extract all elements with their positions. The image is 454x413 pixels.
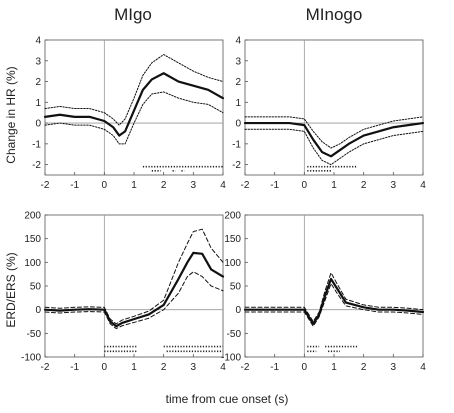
x-tick-label: 2	[161, 362, 167, 373]
x-tick-label: 2	[161, 180, 167, 191]
x-tick-label: 1	[331, 180, 337, 191]
y-tick-label: 0	[235, 305, 241, 316]
y-tick-label: 150	[24, 234, 41, 245]
y-tick-label: 100	[24, 258, 41, 269]
y-tick-label: 2	[35, 77, 41, 88]
x-tick-label: 3	[391, 362, 397, 373]
y-tick-label: 100	[224, 258, 241, 269]
x-tick-label: 4	[220, 180, 226, 191]
y-tick-label: -50	[27, 329, 42, 340]
series-line-mean	[43, 72, 225, 137]
x-tick-label: 0	[302, 362, 308, 373]
x-tick-label: 0	[302, 180, 308, 191]
series-line-mean	[243, 277, 425, 325]
series-line-ci-bound	[44, 91, 224, 145]
x-tick-label: 1	[131, 362, 137, 373]
series-line-ci-bound	[44, 271, 224, 330]
y-tick-label: 50	[30, 282, 42, 293]
x-tick-label: 4	[420, 180, 426, 191]
series-line-ci-bound	[244, 116, 424, 149]
x-tick-label: 0	[102, 362, 108, 373]
y-tick-label: -1	[32, 139, 41, 150]
series-line-ci-bound	[244, 283, 424, 327]
y-tick-label: 1	[235, 98, 241, 109]
plot-frame	[44, 214, 224, 358]
y-tick-label: -100	[21, 353, 41, 364]
y-tick-label: 4	[35, 36, 41, 47]
series-line-ci-bound	[244, 272, 424, 322]
y-tick-label: 0	[35, 305, 41, 316]
x-tick-label: 4	[420, 362, 426, 373]
panel-title-minogo: MInogo	[306, 5, 363, 24]
y-tick-label: 4	[235, 36, 241, 47]
x-tick-label: 1	[331, 362, 337, 373]
x-tick-label: -1	[70, 180, 79, 191]
x-tick-label: -2	[41, 180, 50, 191]
x-tick-label: 2	[361, 180, 367, 191]
panel-migo-hr: -2 -1 0 1 2 3 4 -2 -1 0 1 2 3 4	[32, 36, 226, 192]
x-tick-label: 3	[191, 180, 197, 191]
series-line-mean	[43, 251, 225, 328]
y-tick-label: -2	[32, 160, 41, 171]
y-tick-label: 200	[224, 211, 241, 222]
series-line-ci-bound	[244, 128, 424, 166]
panel-minogo-hr: -2 -1 0 1 2 3 4 -2 -1 0 1 2 3 4	[232, 36, 426, 192]
series-line-ci-bound	[44, 54, 224, 126]
y-axis-title-erd: ERD/ERS (%)	[4, 252, 18, 327]
y-tick-label: 2	[235, 77, 241, 88]
x-tick-label: 2	[361, 362, 367, 373]
y-tick-label: 0	[35, 119, 41, 130]
x-tick-label: -1	[70, 362, 79, 373]
x-tick-label: -2	[41, 362, 50, 373]
y-axis-title-hr: Change in HR (%)	[4, 66, 18, 163]
x-tick-label: 3	[191, 362, 197, 373]
y-tick-label: 50	[230, 282, 242, 293]
x-tick-label: -2	[241, 362, 250, 373]
x-tick-label: -1	[270, 362, 279, 373]
plot-frame	[244, 214, 424, 358]
x-tick-label: 1	[131, 180, 137, 191]
series-line-mean	[243, 121, 425, 158]
y-tick-label: 0	[235, 119, 241, 130]
y-tick-label: -100	[221, 353, 241, 364]
panel-migo-erd: -2 -1 0 1 2 3 4 -100 -50 0 50 100 150 200	[21, 211, 226, 374]
y-tick-label: 3	[235, 56, 241, 67]
y-tick-label: -1	[232, 139, 241, 150]
y-tick-label: 1	[35, 98, 41, 109]
x-tick-label: -2	[241, 180, 250, 191]
y-tick-label: -2	[232, 160, 241, 171]
x-tick-label: 3	[391, 180, 397, 191]
y-tick-label: -50	[227, 329, 242, 340]
series-line-ci-bound	[44, 228, 224, 325]
x-axis-title: time from cue onset (s)	[166, 392, 289, 406]
y-tick-label: 150	[224, 234, 241, 245]
plot-frame	[44, 39, 224, 176]
x-tick-label: -1	[270, 180, 279, 191]
y-tick-label: 200	[24, 211, 41, 222]
panel-title-migo: MIgo	[114, 5, 152, 24]
y-tick-label: 3	[35, 56, 41, 67]
x-tick-label: 4	[220, 362, 226, 373]
x-tick-label: 0	[102, 180, 108, 191]
